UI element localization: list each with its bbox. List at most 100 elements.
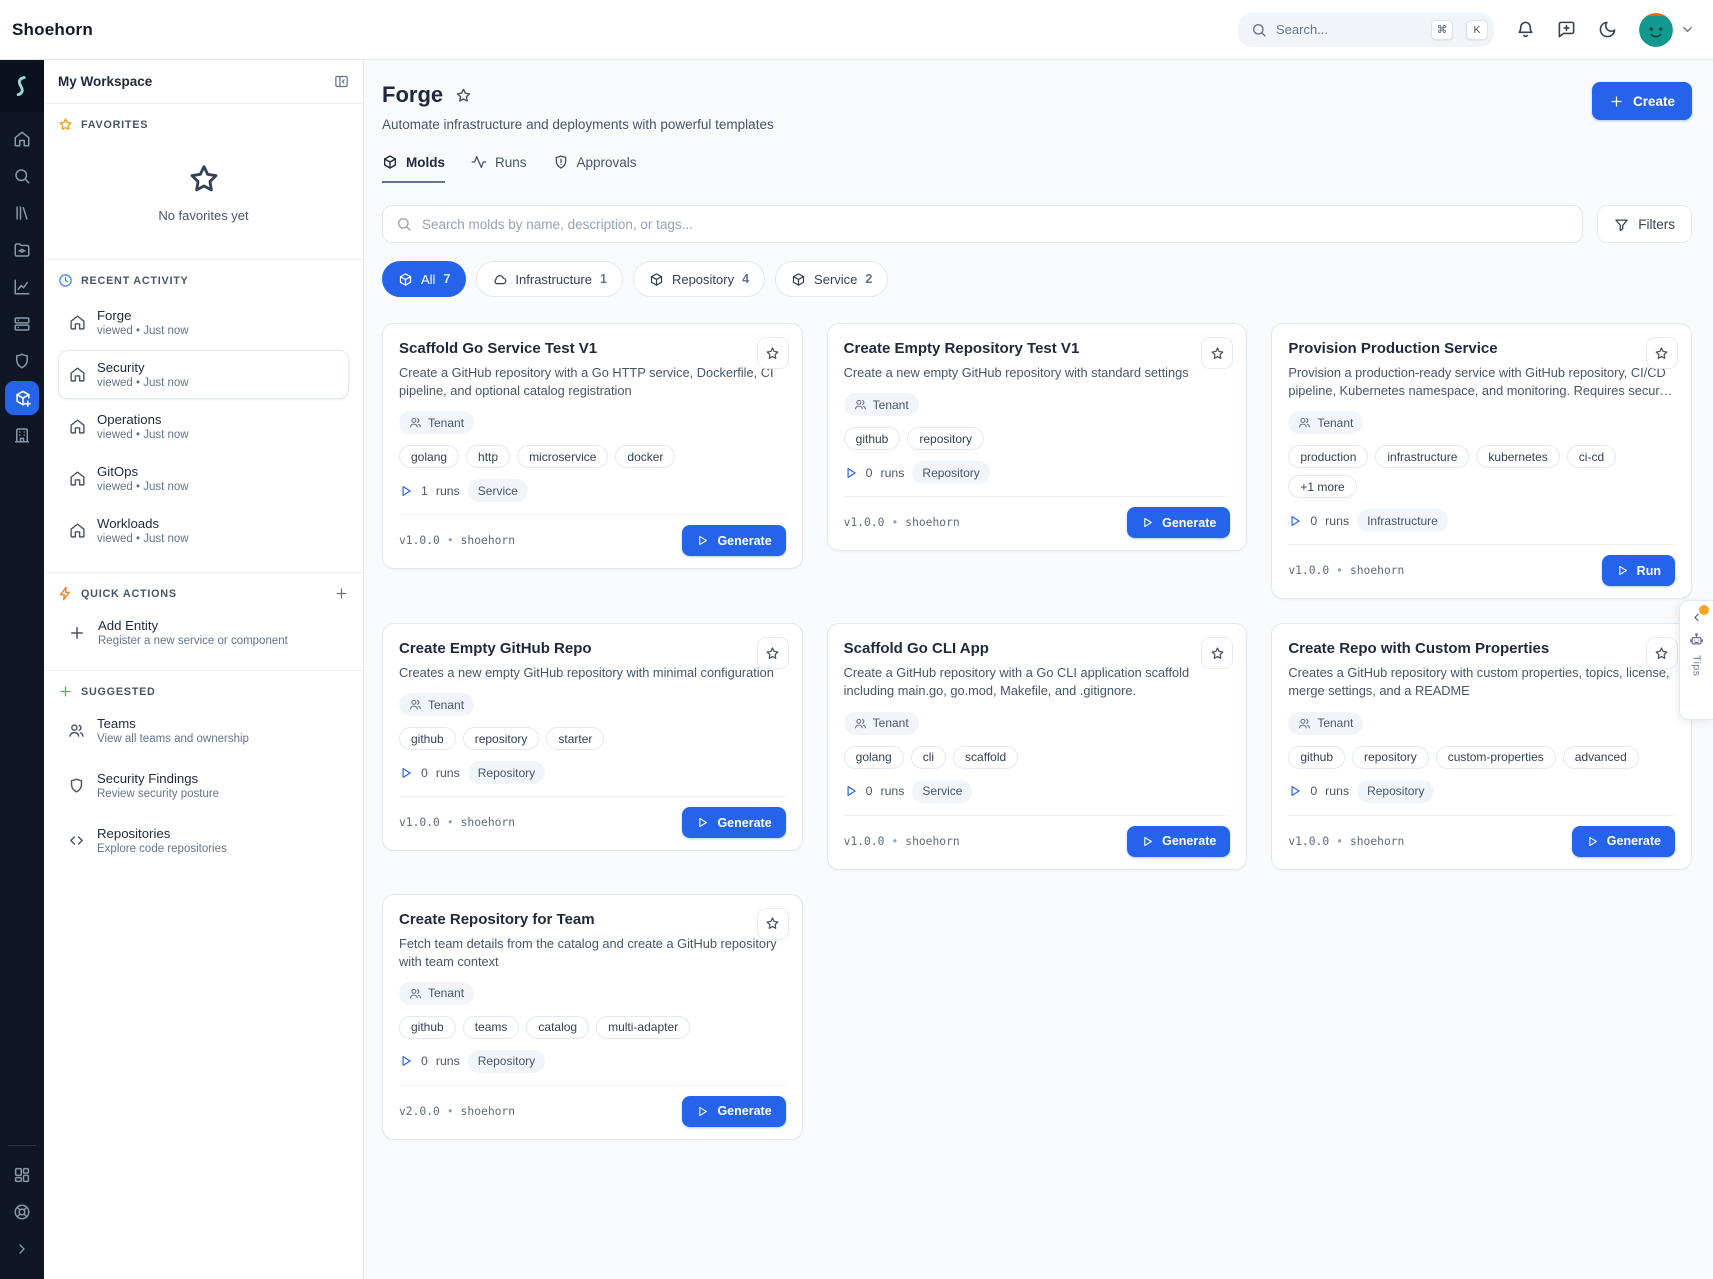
card-action-label: Generate: [717, 533, 772, 548]
rail-item-insights[interactable]: [5, 270, 39, 304]
tag: microservice: [517, 445, 609, 469]
card-action-button[interactable]: Generate: [682, 525, 786, 557]
recent-activity-item[interactable]: Security viewed • Just now: [58, 350, 349, 399]
account-menu[interactable]: [1639, 12, 1695, 47]
topbar-actions: Search... ⌘ K: [1238, 12, 1695, 47]
play-icon: [1616, 564, 1629, 577]
favorite-mold-button[interactable]: [1201, 337, 1234, 369]
shoehorn-logo-icon[interactable]: [0, 60, 44, 112]
sidebar-item-teams[interactable]: Teams View all teams and ownership: [58, 707, 349, 754]
rail-item-operations[interactable]: [5, 418, 39, 452]
tab-label: Molds: [406, 154, 445, 170]
star-icon: [455, 87, 472, 104]
mold-search-input[interactable]: [422, 216, 1570, 232]
recent-activity-item[interactable]: Forge viewed • Just now: [58, 298, 349, 347]
tenant-badge-label: Tenant: [428, 986, 465, 1001]
create-button[interactable]: Create: [1591, 82, 1692, 120]
robot-icon: [1689, 632, 1704, 647]
filters-button[interactable]: Filters: [1597, 205, 1692, 243]
favorite-mold-button[interactable]: [1201, 637, 1234, 670]
rail-item-search[interactable]: [5, 159, 39, 193]
mold-card: Create Empty GitHub Repo Creates a new e…: [382, 623, 803, 852]
tab-approvals[interactable]: Approvals: [553, 154, 637, 183]
tab-runs[interactable]: Runs: [471, 154, 527, 183]
card-action-button[interactable]: Generate: [1127, 507, 1231, 539]
favorite-mold-button[interactable]: [756, 337, 789, 369]
chip-repository[interactable]: Repository 4: [632, 261, 766, 297]
mold-title: Scaffold Go CLI App: [843, 640, 989, 658]
home-icon: [69, 366, 86, 383]
layout-grid-icon: [13, 1166, 31, 1184]
tips-drawer[interactable]: Tips: [1679, 600, 1713, 720]
rail-item-security[interactable]: [5, 344, 39, 378]
runs-row: 0 runs Repository: [844, 461, 1231, 485]
rail-item-workloads[interactable]: [5, 307, 39, 341]
play-icon: [399, 484, 413, 498]
tab-molds[interactable]: Molds: [382, 154, 445, 183]
chip-infrastructure[interactable]: Infrastructure 1: [476, 261, 623, 297]
mold-title: Create Repository for Team: [399, 910, 595, 928]
quick-action-add-entity[interactable]: Add Entity Register a new service or com…: [58, 609, 349, 656]
rail-item-forge[interactable]: [5, 381, 39, 415]
recent-activity-item[interactable]: Operations viewed • Just now: [58, 402, 349, 451]
favorite-page-button[interactable]: [455, 87, 472, 104]
favorite-mold-button[interactable]: [1645, 337, 1678, 369]
main-content: Forge Automate infrastructure and deploy…: [364, 60, 1713, 1279]
rail-expand-button[interactable]: [5, 1232, 39, 1266]
recent-activity-label: RECENT ACTIVITY: [81, 274, 189, 287]
tips-drawer-label: Tips: [1690, 655, 1703, 677]
recent-activity-item[interactable]: Workloads viewed • Just now: [58, 506, 349, 555]
play-icon: [844, 466, 858, 480]
sidebar-collapse-button[interactable]: [334, 74, 349, 89]
recent-activity-item[interactable]: GitOps viewed • Just now: [58, 454, 349, 503]
mold-card: Create Repo with Custom Properties Creat…: [1271, 623, 1692, 870]
mold-description: Create a GitHub repository with a Go HTT…: [399, 365, 774, 399]
category-badge: Repository: [467, 761, 546, 785]
favorite-mold-button[interactable]: [756, 907, 789, 940]
rail-item-catalog[interactable]: [5, 196, 39, 230]
chip-all[interactable]: All 7: [382, 261, 467, 297]
card-action-button[interactable]: Generate: [1571, 825, 1675, 857]
theme-toggle-button[interactable]: [1598, 20, 1617, 39]
suggested-item-subtitle: View all teams and ownership: [97, 733, 249, 745]
runs-label: runs: [1325, 513, 1350, 528]
add-quick-action-button[interactable]: [334, 586, 349, 601]
card-action-button[interactable]: Generate: [682, 807, 786, 839]
building-icon: [13, 426, 31, 444]
tag: repository: [462, 727, 540, 751]
mold-version-meta: v1.0.0 • shoehorn: [399, 816, 515, 829]
mold-version-meta: v1.0.0 • shoehorn: [1288, 564, 1404, 577]
mold-description: Provision a production-ready service wit…: [1288, 365, 1673, 399]
favorite-mold-button[interactable]: [1645, 637, 1678, 670]
sidebar-item-repositories[interactable]: Repositories Explore code repositories: [58, 817, 349, 864]
mold-version-meta: v2.0.0 • shoehorn: [399, 1105, 515, 1118]
tag: infrastructure: [1375, 445, 1470, 469]
rail-item-apps[interactable]: [5, 1158, 39, 1192]
mold-version: v1.0.0: [399, 534, 440, 548]
home-icon: [13, 130, 31, 148]
tag: production: [1288, 445, 1369, 469]
runs-label: runs: [1325, 784, 1350, 799]
quick-actions-section: QUICK ACTIONS Add Entity Register a new …: [44, 572, 363, 670]
package-icon: [791, 272, 806, 287]
rail-item-help[interactable]: [5, 1195, 39, 1229]
rail-item-gitops[interactable]: [5, 233, 39, 267]
chip-service[interactable]: Service 2: [775, 261, 889, 297]
sidebar-item-security-findings[interactable]: Security Findings Review security postur…: [58, 762, 349, 809]
feedback-button[interactable]: [1557, 20, 1576, 39]
card-action-button[interactable]: Generate: [682, 1095, 786, 1127]
workspace-sidebar: My Workspace FAVORITES No favorites yet …: [44, 60, 364, 1279]
suggested-label: SUGGESTED: [81, 685, 156, 698]
tenant-badge: Tenant: [843, 393, 919, 417]
meta-separator: •: [1336, 564, 1343, 578]
favorite-mold-button[interactable]: [756, 637, 789, 670]
card-action-button[interactable]: Generate: [1127, 825, 1231, 857]
users-icon: [1298, 416, 1311, 429]
card-action-button[interactable]: Run: [1601, 555, 1675, 587]
notifications-button[interactable]: [1516, 20, 1535, 39]
runs-count: 1: [421, 483, 428, 498]
rail-item-home[interactable]: [5, 122, 39, 156]
play-icon: [696, 534, 709, 547]
tenant-badge-label: Tenant: [872, 716, 909, 731]
global-search[interactable]: Search... ⌘ K: [1238, 12, 1494, 47]
